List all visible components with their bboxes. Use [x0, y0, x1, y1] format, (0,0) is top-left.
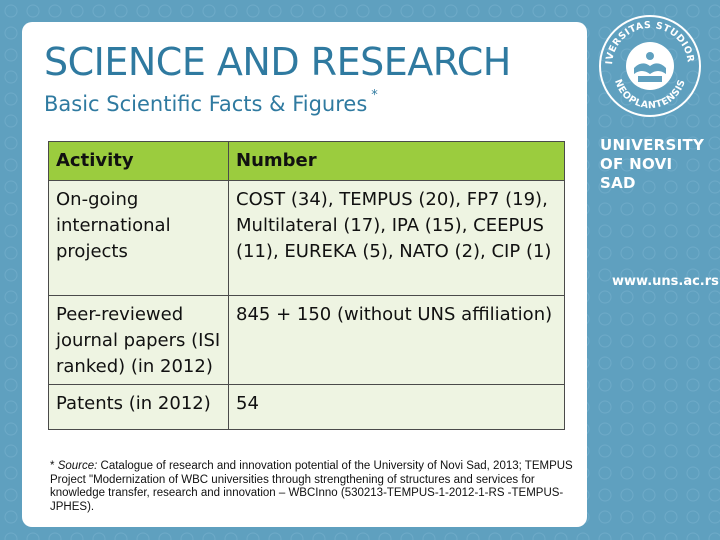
slide-title: SCIENCE AND RESEARCH	[44, 40, 511, 84]
source-footnote: * Source: Catalogue of research and inno…	[50, 460, 580, 514]
facts-table: Activity Number On-going international p…	[48, 141, 565, 430]
university-seal-logo: UNIVERSITAS STUDIORUM NEOPLANTENSIS	[598, 14, 701, 117]
cell-activity: On-going international projects	[48, 180, 229, 296]
table-header-row: Activity Number	[48, 141, 565, 181]
table-row: Peer-reviewed journal papers (ISI ranked…	[48, 295, 565, 385]
cell-number: COST (34), TEMPUS (20), FP7 (19), Multil…	[228, 180, 565, 296]
cell-activity: Patents (in 2012)	[48, 384, 229, 430]
slide-subtitle: Basic Scientific Facts & Figures *	[44, 88, 378, 116]
footnote-label: Source:	[57, 460, 98, 472]
website-link[interactable]: www.uns.ac.rs	[612, 274, 719, 289]
table-row: Patents (in 2012) 54	[48, 384, 565, 430]
subtitle-text: Basic Scientific Facts & Figures	[44, 92, 368, 116]
header-activity: Activity	[48, 141, 229, 181]
footnote-mark: *	[50, 460, 55, 472]
university-name-line1: UNIVERSITY	[600, 136, 705, 154]
university-name: UNIVERSITY OF NOVI SAD	[600, 136, 706, 193]
subtitle-footnote-mark: *	[371, 88, 378, 103]
cell-activity: Peer-reviewed journal papers (ISI ranked…	[48, 295, 229, 385]
header-number: Number	[228, 141, 565, 181]
cell-number: 54	[228, 384, 565, 430]
university-name-line2: OF NOVI SAD	[600, 155, 673, 192]
footnote-text: Catalogue of research and innovation pot…	[50, 460, 573, 513]
table-row: On-going international projects COST (34…	[48, 180, 565, 296]
cell-number: 845 + 150 (without UNS affiliation)	[228, 295, 565, 385]
